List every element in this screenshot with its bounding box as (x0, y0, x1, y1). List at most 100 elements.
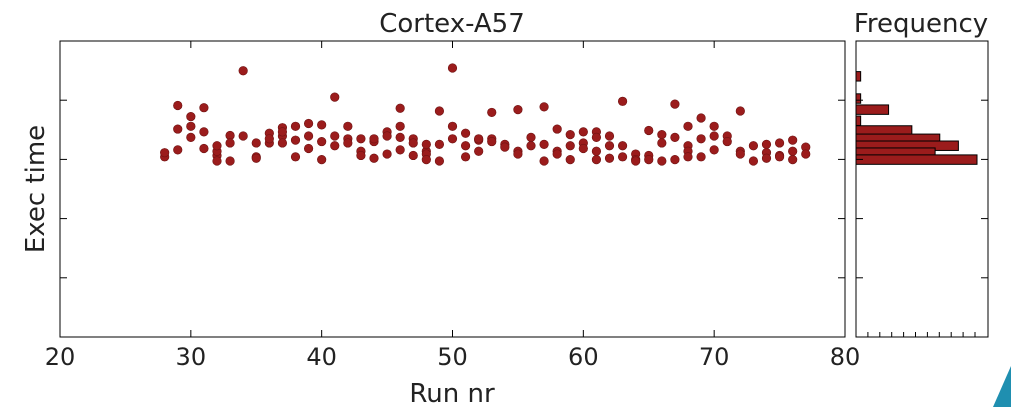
data-point (774, 152, 785, 162)
scatter-points (160, 63, 811, 166)
data-point (173, 100, 183, 111)
data-point (474, 146, 484, 156)
data-point (186, 121, 196, 131)
data-point (761, 139, 772, 149)
data-point (395, 121, 405, 131)
data-point (604, 141, 615, 151)
data-point (460, 128, 471, 138)
data-point (251, 153, 261, 163)
data-point (657, 138, 667, 148)
data-point (330, 131, 340, 141)
data-point (565, 141, 575, 151)
data-point (251, 138, 261, 148)
data-point (513, 105, 523, 115)
data-point (447, 134, 458, 144)
y-axis-label: Exec time (21, 125, 51, 253)
data-point (369, 153, 379, 163)
data-point (644, 125, 654, 136)
data-point (578, 127, 588, 137)
histogram-bar (855, 104, 890, 115)
data-point (696, 134, 706, 144)
data-point (709, 121, 719, 131)
data-point (199, 103, 209, 113)
data-point (277, 138, 288, 148)
data-point (434, 106, 445, 116)
data-point (303, 118, 314, 129)
data-point (474, 134, 484, 144)
data-point (487, 107, 497, 118)
data-point (617, 96, 628, 106)
data-point (330, 141, 340, 151)
data-point (539, 102, 549, 112)
data-point (434, 139, 445, 149)
data-point (801, 149, 811, 159)
data-point (199, 143, 209, 154)
data-point (722, 136, 732, 147)
data-point (382, 149, 392, 159)
data-point (604, 153, 615, 163)
data-point (434, 156, 445, 166)
data-point (591, 155, 602, 165)
x-tick-label: 70 (699, 343, 730, 371)
data-point (421, 155, 431, 165)
data-point (343, 121, 353, 131)
data-point (460, 152, 471, 162)
data-point (369, 134, 379, 144)
data-point (552, 124, 562, 134)
data-point (788, 135, 798, 145)
data-point (748, 141, 759, 151)
data-point (696, 152, 706, 162)
histogram-bar (855, 115, 862, 126)
data-point (290, 152, 301, 162)
data-point (408, 138, 418, 148)
data-point (356, 134, 366, 144)
data-point (709, 145, 719, 155)
data-point (186, 132, 196, 143)
data-point (591, 146, 602, 156)
data-point (526, 132, 536, 143)
x-tick-label: 50 (437, 343, 468, 371)
data-point (670, 99, 680, 109)
data-point (657, 156, 667, 166)
data-point (460, 141, 471, 151)
data-point (526, 141, 536, 151)
data-point (709, 131, 719, 141)
scatter-title: Cortex-A57 (379, 9, 525, 39)
data-point (317, 136, 327, 147)
data-point (500, 142, 510, 152)
data-point (539, 156, 549, 166)
data-point (225, 138, 235, 148)
data-point (644, 155, 654, 165)
data-point (565, 155, 575, 165)
data-point (513, 149, 523, 159)
histogram-bars (855, 71, 978, 165)
data-point (578, 143, 588, 154)
data-point (683, 152, 693, 162)
data-point (408, 150, 418, 161)
data-point (395, 103, 405, 113)
data-point (290, 135, 301, 145)
data-point (670, 132, 680, 143)
y-axis-ticks (60, 40, 845, 338)
histogram-frame (855, 40, 989, 338)
histogram-bar (855, 71, 862, 82)
x-axis-ticks: 20 30 40 50 60 70 80 (45, 41, 861, 371)
data-point (173, 124, 183, 134)
data-point (748, 156, 759, 166)
data-point (290, 121, 301, 131)
data-point (212, 156, 222, 166)
data-point (382, 131, 392, 141)
x-tick-label: 80 (830, 343, 861, 371)
data-point (604, 131, 615, 141)
data-point (487, 136, 497, 147)
histogram-ticks (855, 40, 988, 338)
data-point (761, 153, 772, 163)
data-point (317, 155, 327, 165)
data-point (617, 141, 628, 151)
data-point (395, 145, 405, 155)
data-point (735, 149, 745, 159)
histogram-title: Frequency (854, 9, 988, 39)
data-point (788, 155, 798, 165)
histogram-bar (855, 154, 978, 165)
